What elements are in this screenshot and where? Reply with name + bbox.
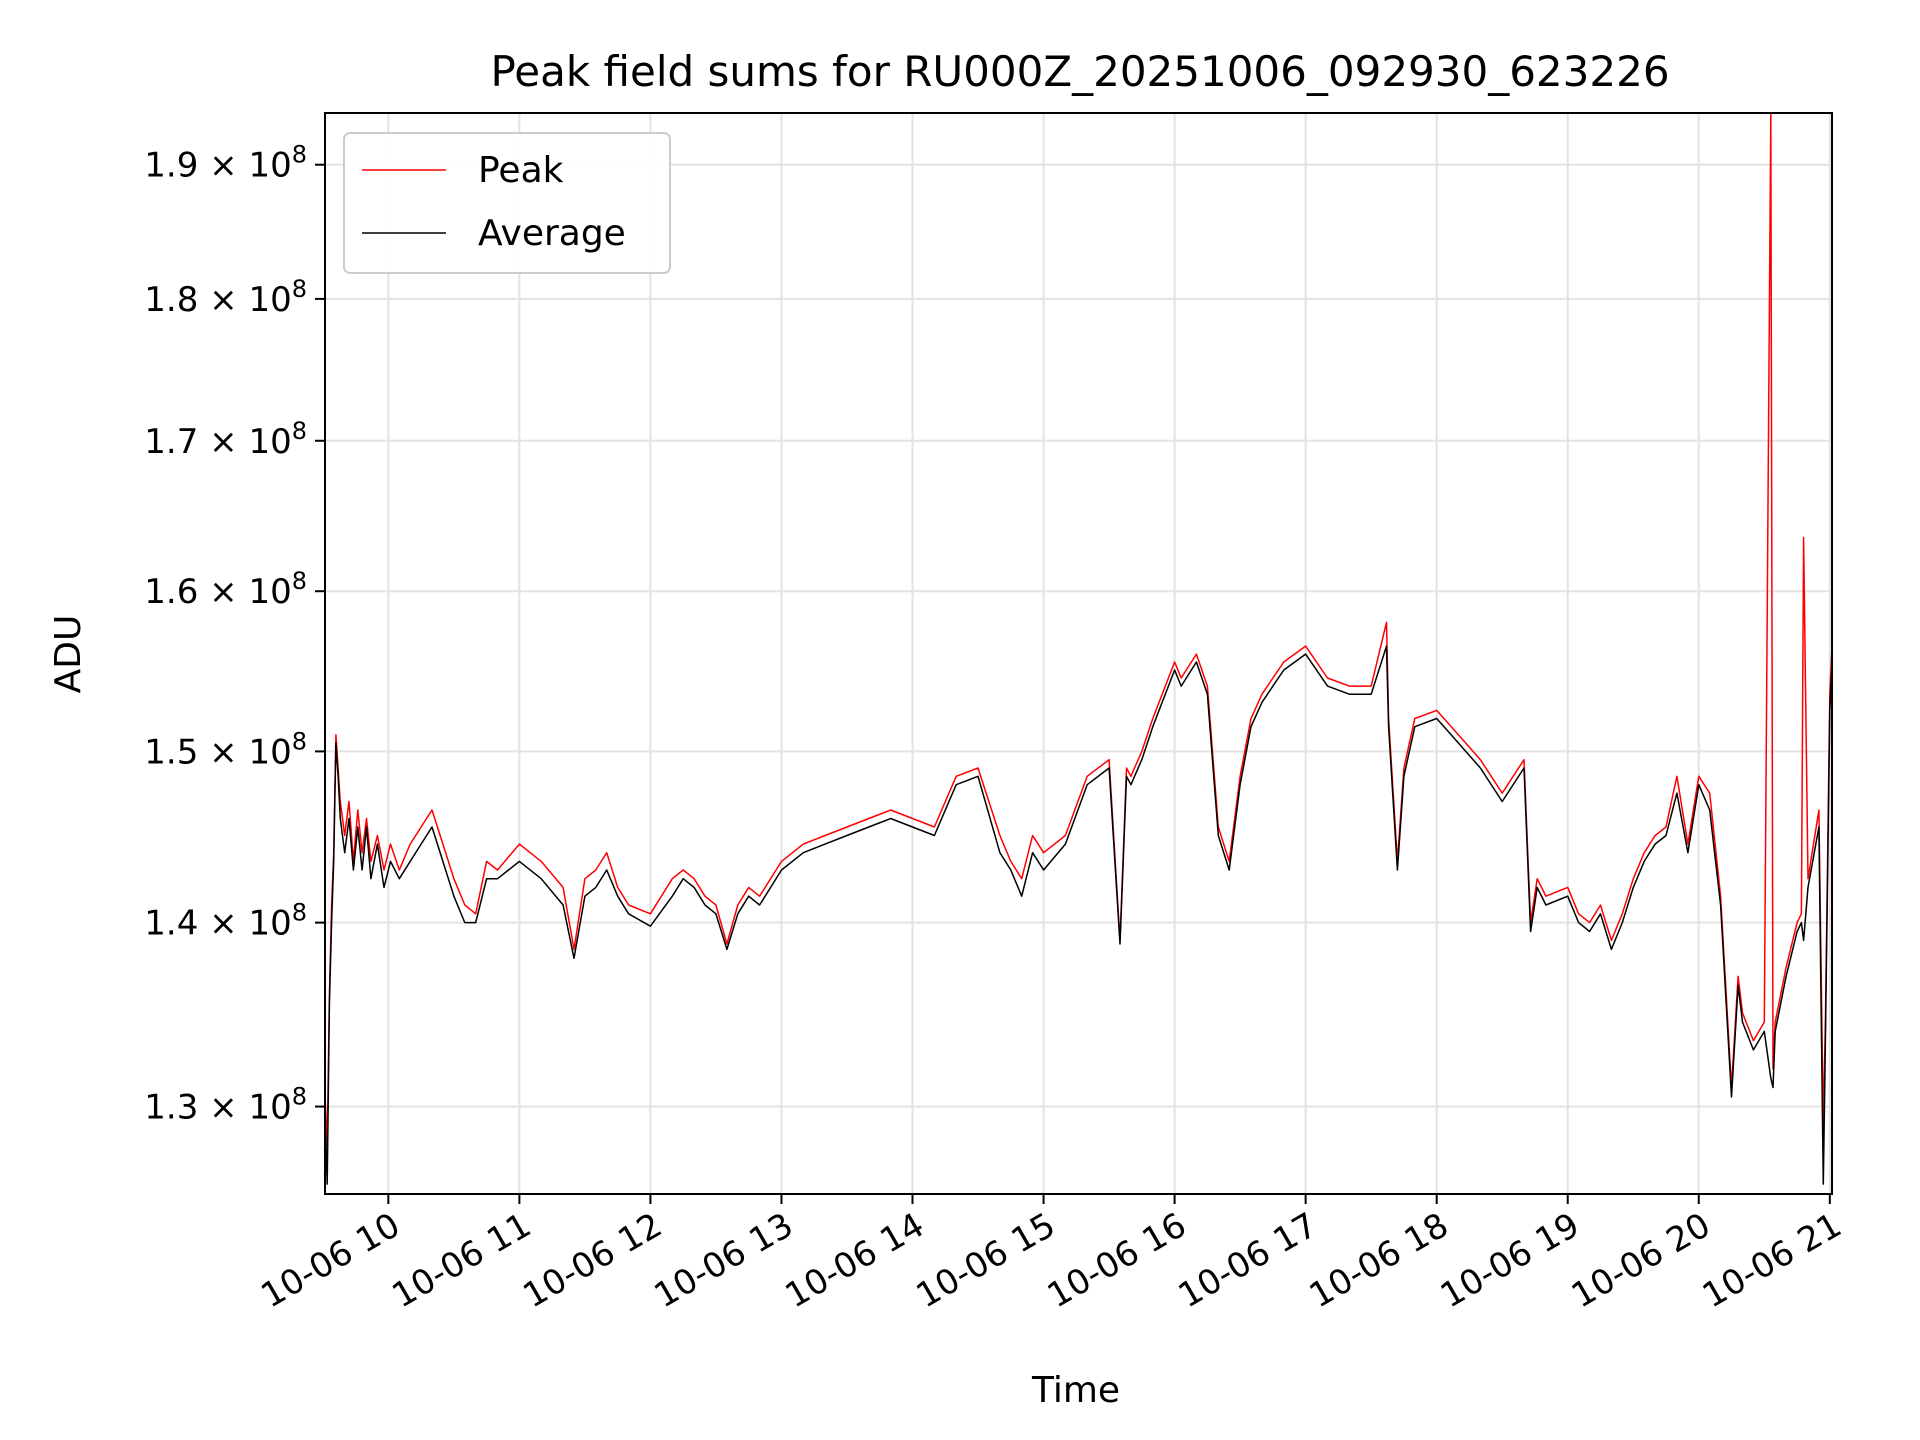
chart-title: Peak field sums for RU000Z_20251006_0929… [490,47,1669,96]
y-axis: 1.3 × 108 1.4 × 108 1.5 × 108 1.6 × 108 1.7 … [144,141,325,1128]
legend-frame [343,132,671,274]
y-tick-label: 1.3 × 108 [144,1083,307,1128]
y-tick-label: 1.7 × 108 [144,417,307,462]
plot-area [325,113,1832,1185]
y-tick-label: 1.6 × 108 [144,567,307,612]
y-tick-label: 1.9 × 108 [144,141,307,186]
y-tick-label: 1.4 × 108 [144,899,307,944]
y-tick-label: 1.5 × 108 [144,727,307,772]
y-axis-label: ADU [48,615,89,694]
legend-label-peak: Peak [478,150,564,191]
gridlines [325,113,1832,1194]
series-line-average [325,645,1832,1185]
y-tick-label: 1.8 × 108 [144,275,307,320]
legend-label-average: Average [478,213,626,254]
legend: Peak Average [343,132,671,274]
x-axis-label: Time [1031,1370,1120,1411]
series-layer [325,113,1832,1185]
plot-frame [324,112,1833,1195]
